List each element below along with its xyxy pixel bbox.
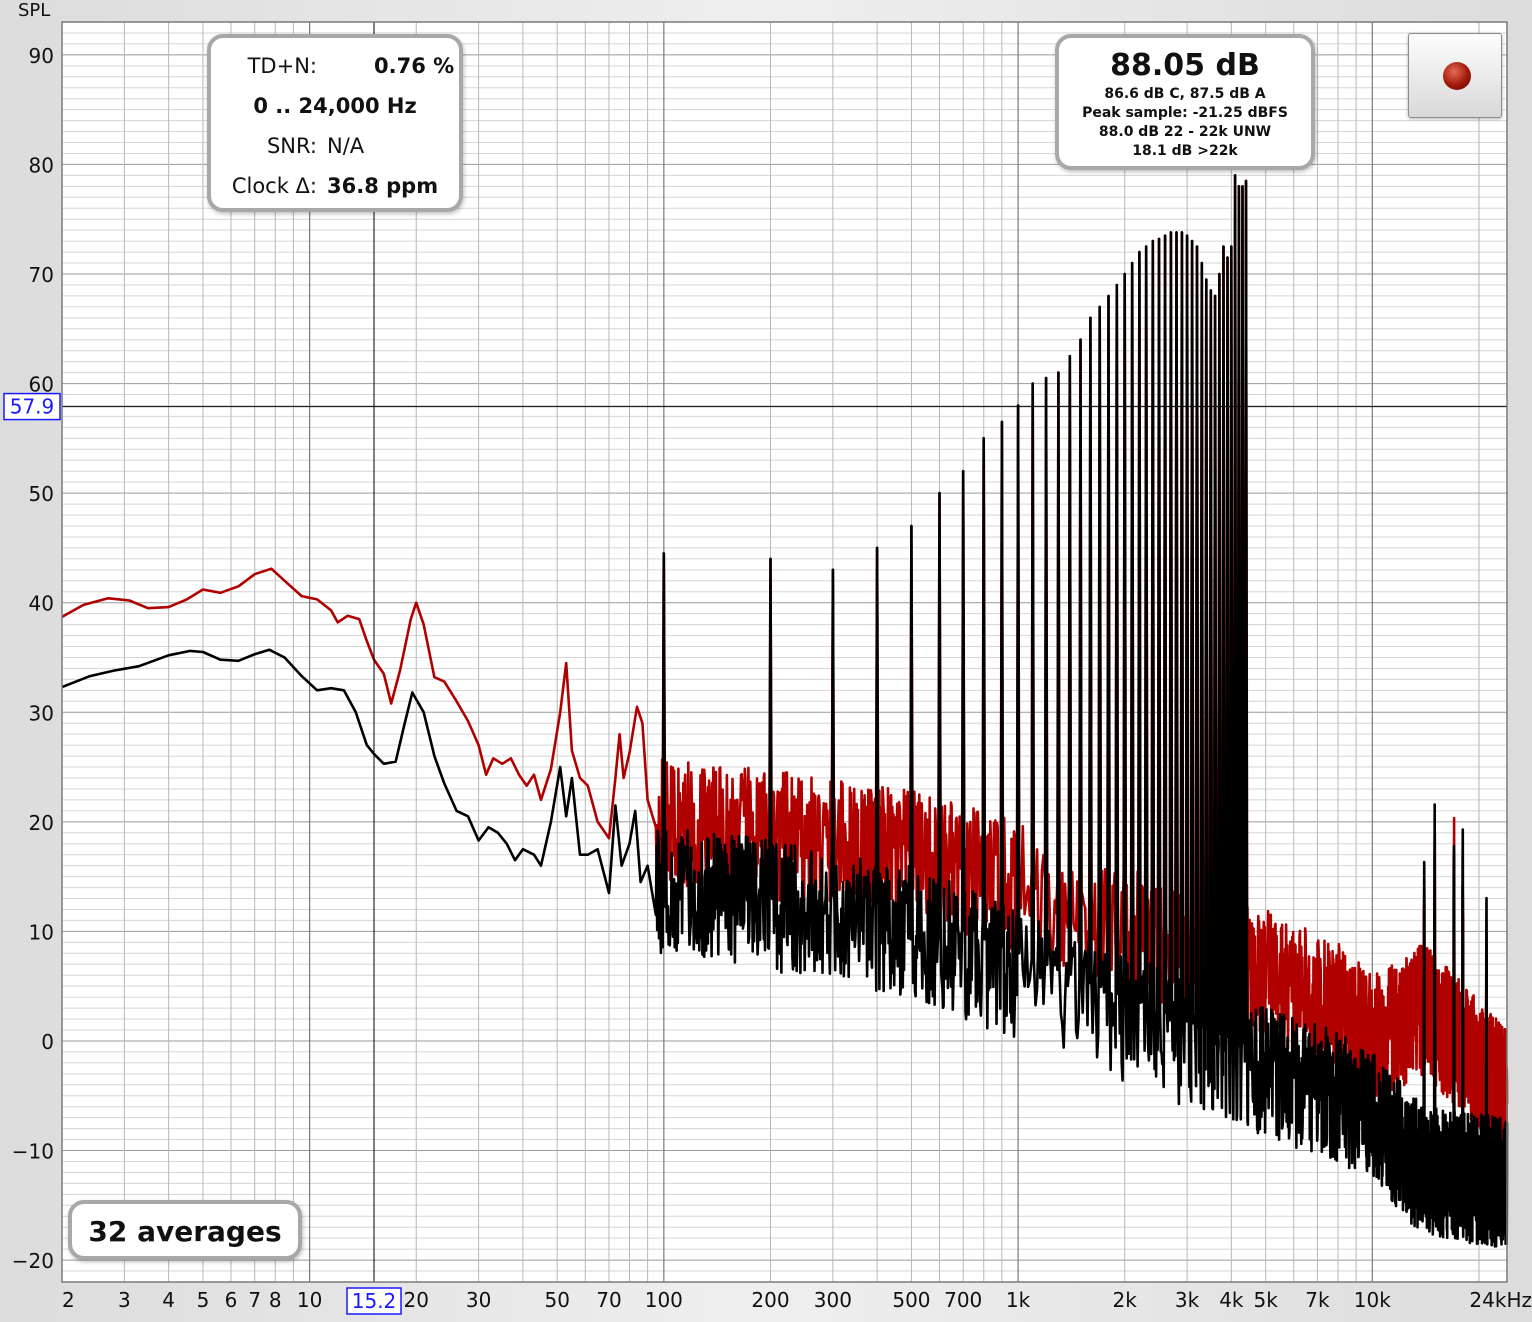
x-tick-label: 3k [1175, 1288, 1200, 1312]
y-tick-label: 60 [29, 373, 54, 397]
level-main: 88.05 dB [1110, 48, 1260, 83]
x-tick-label: 200 [751, 1288, 789, 1312]
y-tick-label: 40 [29, 592, 54, 616]
y-axis-title: SPL [18, 0, 50, 21]
averages-label: 32 averages [88, 1215, 282, 1248]
x-tick-label: 10 [297, 1288, 322, 1312]
averages-badge: 32 averages [68, 1200, 302, 1260]
y-tick-label: −10 [12, 1140, 54, 1164]
level-weighted: 86.6 dB C, 87.5 dB A [1104, 86, 1266, 102]
x-tick-label: 500 [892, 1288, 930, 1312]
chart-curves [61, 174, 1509, 1248]
x-tick-label: 6 [225, 1288, 238, 1312]
chart-cursor [62, 22, 1507, 1282]
tdn-row: TD+N: 0.76 % [211, 54, 459, 84]
x-tick-label: 50 [544, 1288, 569, 1312]
level-peak-sample: Peak sample: -21.25 dBFS [1082, 105, 1288, 121]
cursor-y-label: 57.9 [10, 395, 55, 419]
x-tick-label: 30 [466, 1288, 491, 1312]
cursor-x-badge [346, 1287, 402, 1315]
y-tick-label: 90 [29, 44, 54, 68]
x-tick-label: 70 [596, 1288, 621, 1312]
x-tick-label: 4 [162, 1288, 175, 1312]
x-tick-label: 7 [248, 1288, 261, 1312]
x-tick-label: 2k [1113, 1288, 1138, 1312]
x-tick-label: 5 [197, 1288, 210, 1312]
level-readout-panel: 88.05 dB 86.6 dB C, 87.5 dB A Peak sampl… [1055, 34, 1315, 170]
y-tick-label: 20 [29, 811, 54, 835]
plot-frame [61, 21, 1508, 1283]
clock-row: Clock Δ: 36.8 ppm [211, 174, 459, 204]
y-tick-label: 10 [29, 920, 54, 944]
x-tick-label: 5k [1254, 1288, 1279, 1312]
x-tick-label: 300 [814, 1288, 852, 1312]
level-above-22k: 18.1 dB >22k [1132, 143, 1238, 159]
y-tick-label: 0 [41, 1030, 54, 1054]
snr-label: SNR: [266, 134, 317, 158]
x-tick-label: 20 [404, 1288, 429, 1312]
x-tick-label: 2 [62, 1288, 75, 1312]
cursor-x-label: 15.2 [352, 1289, 397, 1313]
y-tick-label: 30 [29, 701, 54, 725]
distortion-readout-panel: TD+N: 0.76 % 0 .. 24,000 Hz SNR: N/A Clo… [207, 34, 463, 212]
record-button[interactable] [1408, 33, 1502, 118]
frequency-range: 0 .. 24,000 Hz [253, 94, 417, 118]
x-tick-label: 7k [1305, 1288, 1330, 1312]
x-tick-label: 10k [1354, 1288, 1391, 1312]
black-spectrum-line [61, 174, 1509, 1248]
y-tick-label: 80 [29, 153, 54, 177]
x-tick-label: 3 [118, 1288, 131, 1312]
clock-label: Clock Δ: [231, 174, 317, 198]
tdn-value: 0.76 % [374, 54, 455, 78]
record-icon [1443, 62, 1471, 90]
y-tick-label: −20 [12, 1249, 54, 1273]
cursor-y-badge [3, 392, 61, 421]
x-tick-label: 24kHz [1469, 1288, 1532, 1312]
x-tick-label: 1k [1006, 1288, 1031, 1312]
x-tick-label: 100 [645, 1288, 683, 1312]
y-tick-label: 70 [29, 263, 54, 287]
tdn-label: TD+N: [247, 54, 317, 78]
snr-row: SNR: N/A [211, 134, 459, 164]
y-tick-label: 50 [29, 482, 54, 506]
x-tick-label: 4k [1219, 1288, 1244, 1312]
x-tick-label: 700 [944, 1288, 982, 1312]
level-unweighted: 88.0 dB 22 - 22k UNW [1098, 124, 1272, 140]
x-tick-label: 8 [269, 1288, 282, 1312]
snr-value: N/A [327, 134, 365, 158]
clock-value: 36.8 ppm [327, 174, 439, 198]
